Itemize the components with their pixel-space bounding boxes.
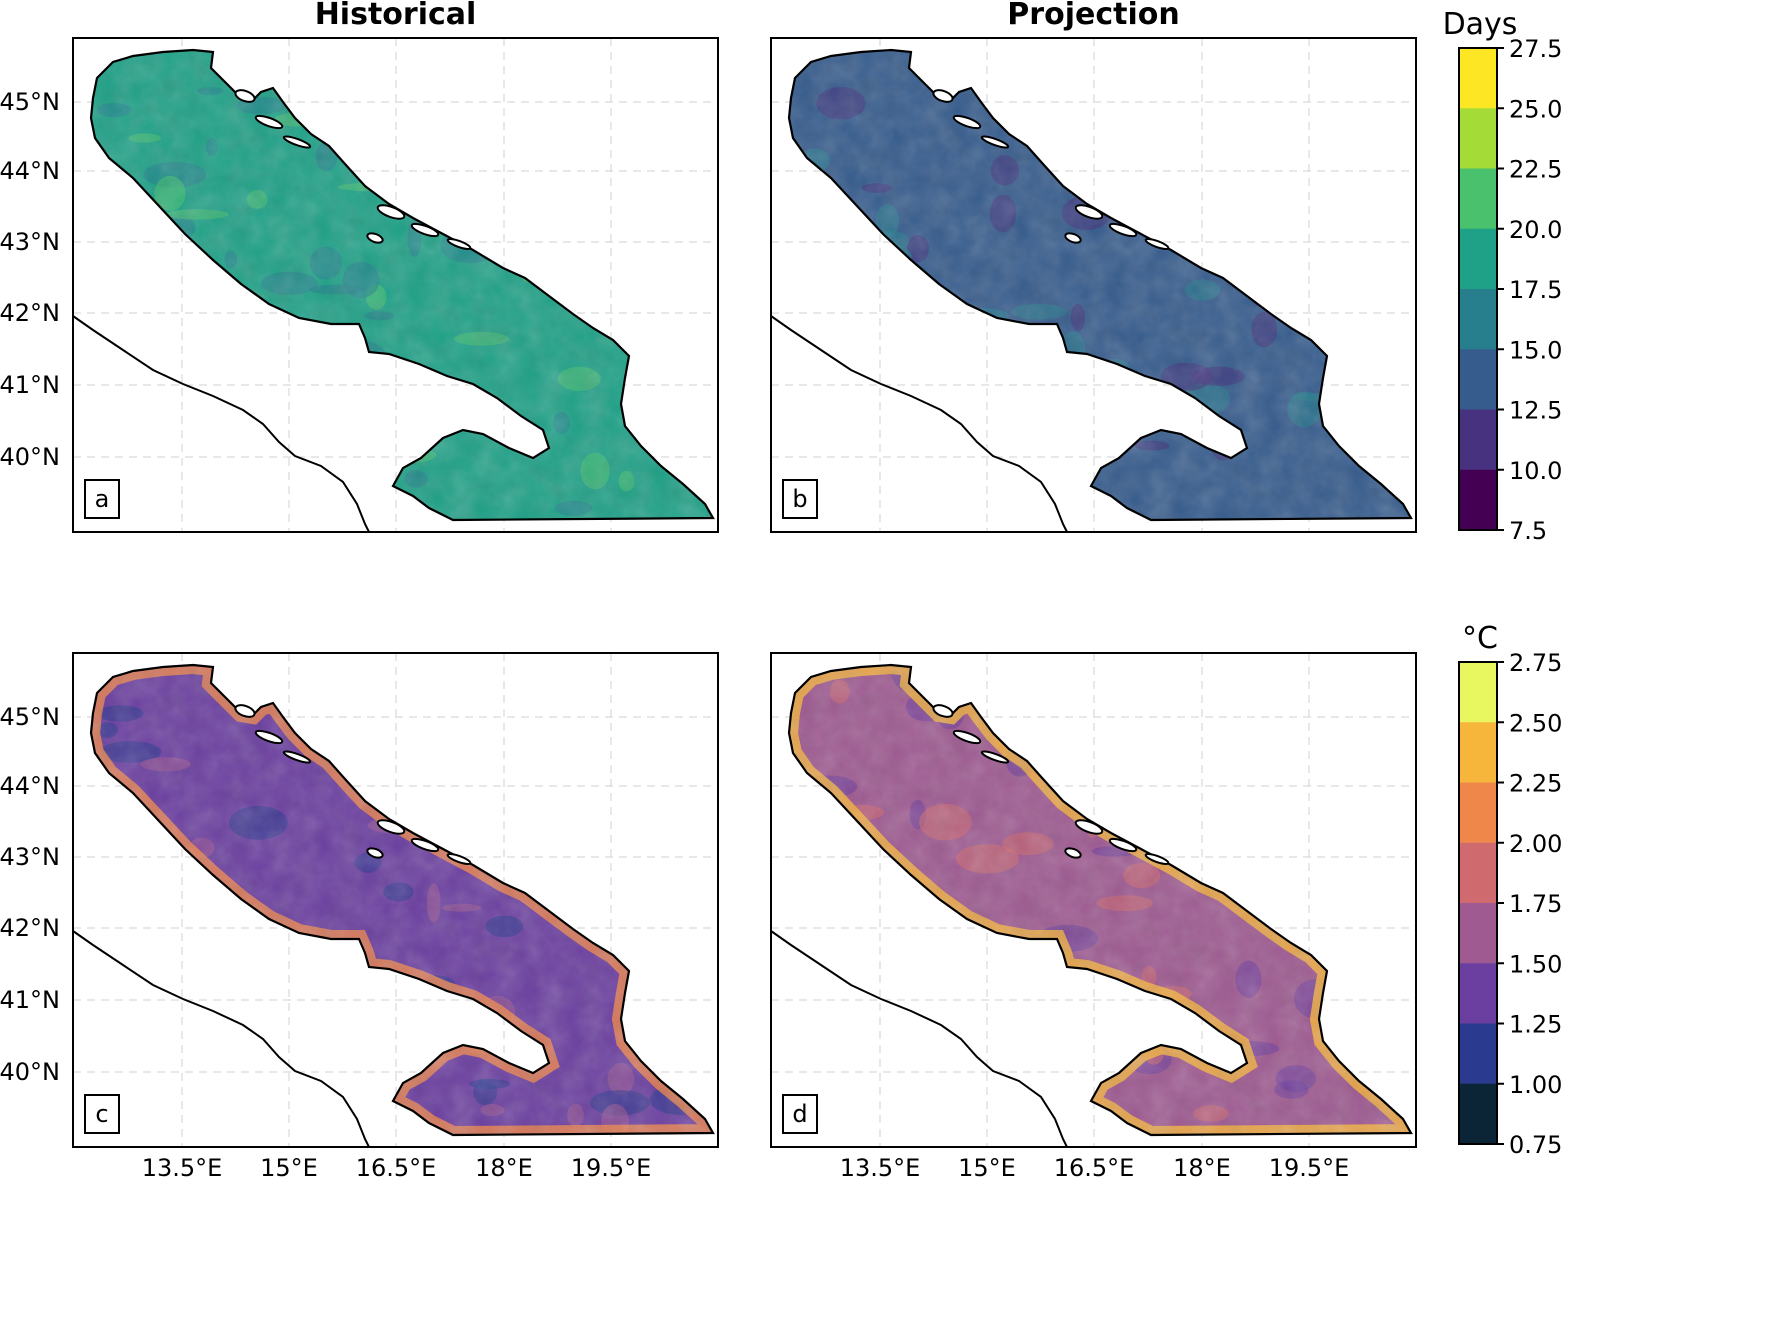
land-border (72, 315, 370, 533)
lat-tick-label: 42°N (0, 299, 60, 327)
panel-label: b (782, 479, 818, 519)
colorbar-segment (1459, 409, 1497, 471)
colorbar-tick-label: 27.5 (1509, 35, 1562, 63)
land-border (72, 930, 370, 1148)
colorbar-temperature: 2.75 2.50 2.25 2.00 1.75 1.50 1.25 1.00 0.75 °C (1458, 621, 1562, 1159)
colorbar-tick-label: 1.75 (1509, 890, 1562, 918)
islands (234, 89, 472, 250)
coastline (787, 663, 1413, 1137)
colorbar-tick-label: 1.25 (1509, 1011, 1562, 1039)
colorbar-segment (1459, 108, 1497, 169)
colorbar-segment (1459, 228, 1497, 290)
colorbar-days: 27.5 25.0 22.5 20.0 17.5 15.0 12.5 10.0 7.5 Days (1443, 7, 1563, 545)
colorbar-tick-label: 25.0 (1509, 95, 1562, 123)
colorbar-tick-label: 17.5 (1509, 276, 1562, 304)
lon-tick-label: 16.5°E (1054, 1154, 1135, 1182)
colorbar-tick-label: 10.0 (1509, 457, 1562, 485)
panel-label: d (782, 1094, 818, 1134)
colorbar-segment (1459, 48, 1497, 109)
panel-label: a (84, 479, 120, 519)
islands (932, 704, 1170, 865)
colorbar-segment (1459, 662, 1497, 723)
lon-tick-label: 18°E (475, 1154, 533, 1182)
coastline (89, 48, 715, 522)
lat-tick-label: 44°N (0, 772, 60, 800)
lon-tick-label: 19.5°E (571, 1154, 652, 1182)
colorbar-segment (1459, 782, 1497, 844)
lat-tick-label: 43°N (0, 228, 60, 256)
colorbar-segment (1459, 349, 1497, 410)
colorbar-tick-label: 22.5 (1509, 156, 1562, 184)
colorbar-segment (1459, 842, 1497, 904)
colorbar-segment (1459, 963, 1497, 1024)
colorbar-tick-label: 1.50 (1509, 950, 1562, 978)
lat-tick-label: 41°N (0, 371, 60, 399)
lat-tick-label: 40°N (0, 443, 60, 471)
lon-tick-label: 19.5°E (1269, 1154, 1350, 1182)
colorbar-segment (1459, 722, 1497, 783)
colorbar-tick-label: 2.25 (1509, 770, 1562, 798)
lat-tick-label: 42°N (0, 914, 60, 942)
colorbar-tick-label: 20.0 (1509, 216, 1562, 244)
lon-tick-label: 15°E (260, 1154, 318, 1182)
panel-letter: c (95, 1100, 108, 1128)
lon-tick-label: 18°E (1173, 1154, 1231, 1182)
colorbar-segment (1459, 903, 1497, 964)
colorbar-segment (1459, 168, 1497, 230)
islands (932, 89, 1170, 250)
colorbar-segment (1459, 289, 1497, 350)
map-panel-d: d (770, 652, 1417, 1148)
map-panel-a: a (72, 37, 719, 533)
land-border (770, 930, 1068, 1148)
lon-tick-label: 16.5°E (356, 1154, 437, 1182)
colorbar-tick-label: 7.5 (1509, 517, 1547, 545)
map-panel-c: c (72, 652, 719, 1148)
colorbar-title: °C (1462, 621, 1498, 656)
colorbar-tick-label: 1.00 (1509, 1071, 1562, 1099)
panel-letter: b (792, 485, 807, 513)
colorbar-tick-label: 2.75 (1509, 649, 1562, 677)
colorbar-tick-label: 2.50 (1509, 709, 1562, 737)
lon-tick-label: 15°E (958, 1154, 1016, 1182)
colorbar-tick-label: 2.00 (1509, 830, 1562, 858)
lon-tick-label: 13.5°E (840, 1154, 921, 1182)
column-title-projection: Projection (1007, 0, 1179, 32)
colorbar-title: Days (1443, 7, 1518, 42)
colorbar-tick-label: 15.0 (1509, 336, 1562, 364)
colorbar-tick-label: 0.75 (1509, 1131, 1562, 1159)
coastline (787, 48, 1413, 522)
panel-label: c (84, 1094, 120, 1134)
panel-letter: d (792, 1100, 807, 1128)
lat-tick-label: 43°N (0, 843, 60, 871)
colorbar-segment (1459, 1023, 1497, 1085)
lat-tick-label: 45°N (0, 703, 60, 731)
islands (234, 704, 472, 865)
lat-tick-label: 40°N (0, 1058, 60, 1086)
land-border (770, 315, 1068, 533)
colorbar-segment (1459, 1083, 1497, 1145)
map-panel-b: b (770, 37, 1417, 533)
lat-tick-label: 45°N (0, 88, 60, 116)
coastline (89, 663, 715, 1137)
lat-tick-label: 41°N (0, 986, 60, 1014)
lat-tick-label: 44°N (0, 157, 60, 185)
colorbar-segment (1459, 469, 1497, 531)
column-title-historical: Historical (315, 0, 477, 32)
colorbar-tick-label: 12.5 (1509, 397, 1562, 425)
panel-letter: a (95, 485, 110, 513)
lon-tick-label: 13.5°E (142, 1154, 223, 1182)
